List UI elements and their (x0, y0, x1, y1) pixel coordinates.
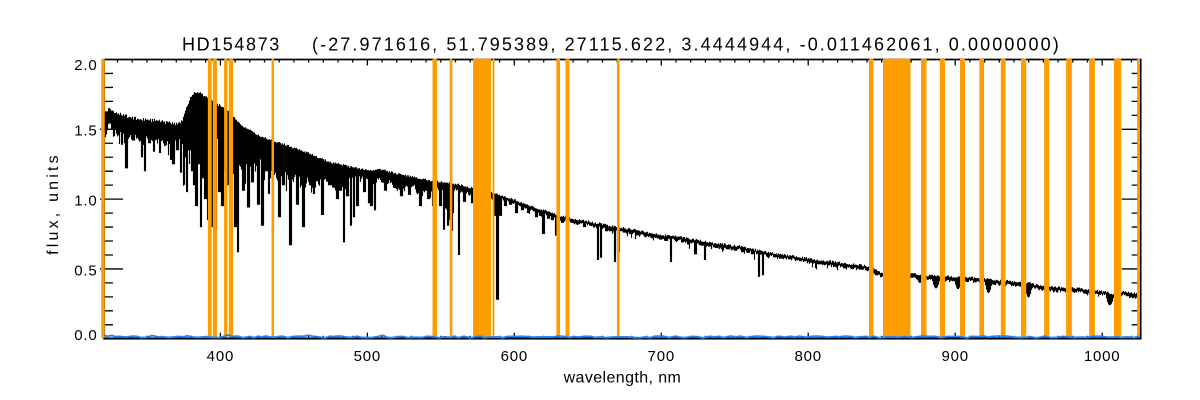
svg-text:(-27.971616, 51.795389, 27115.: (-27.971616, 51.795389, 27115.622, 3.444… (312, 35, 1061, 55)
svg-text:400: 400 (207, 348, 234, 365)
svg-text:wavelength, nm: wavelength, nm (563, 370, 682, 387)
svg-text:1000: 1000 (1084, 348, 1121, 365)
svg-text:HD154873: HD154873 (182, 35, 281, 55)
svg-text:700: 700 (648, 348, 675, 365)
svg-text:2.0: 2.0 (74, 57, 97, 74)
svg-text:500: 500 (354, 348, 381, 365)
svg-text:0.5: 0.5 (74, 262, 97, 279)
svg-text:flux, units: flux, units (45, 152, 62, 255)
svg-text:1.0: 1.0 (74, 193, 97, 210)
svg-text:1.5: 1.5 (74, 123, 97, 140)
svg-text:0.0: 0.0 (74, 327, 97, 344)
svg-text:600: 600 (501, 348, 528, 365)
svg-text:900: 900 (941, 348, 968, 365)
svg-text:800: 800 (795, 348, 822, 365)
